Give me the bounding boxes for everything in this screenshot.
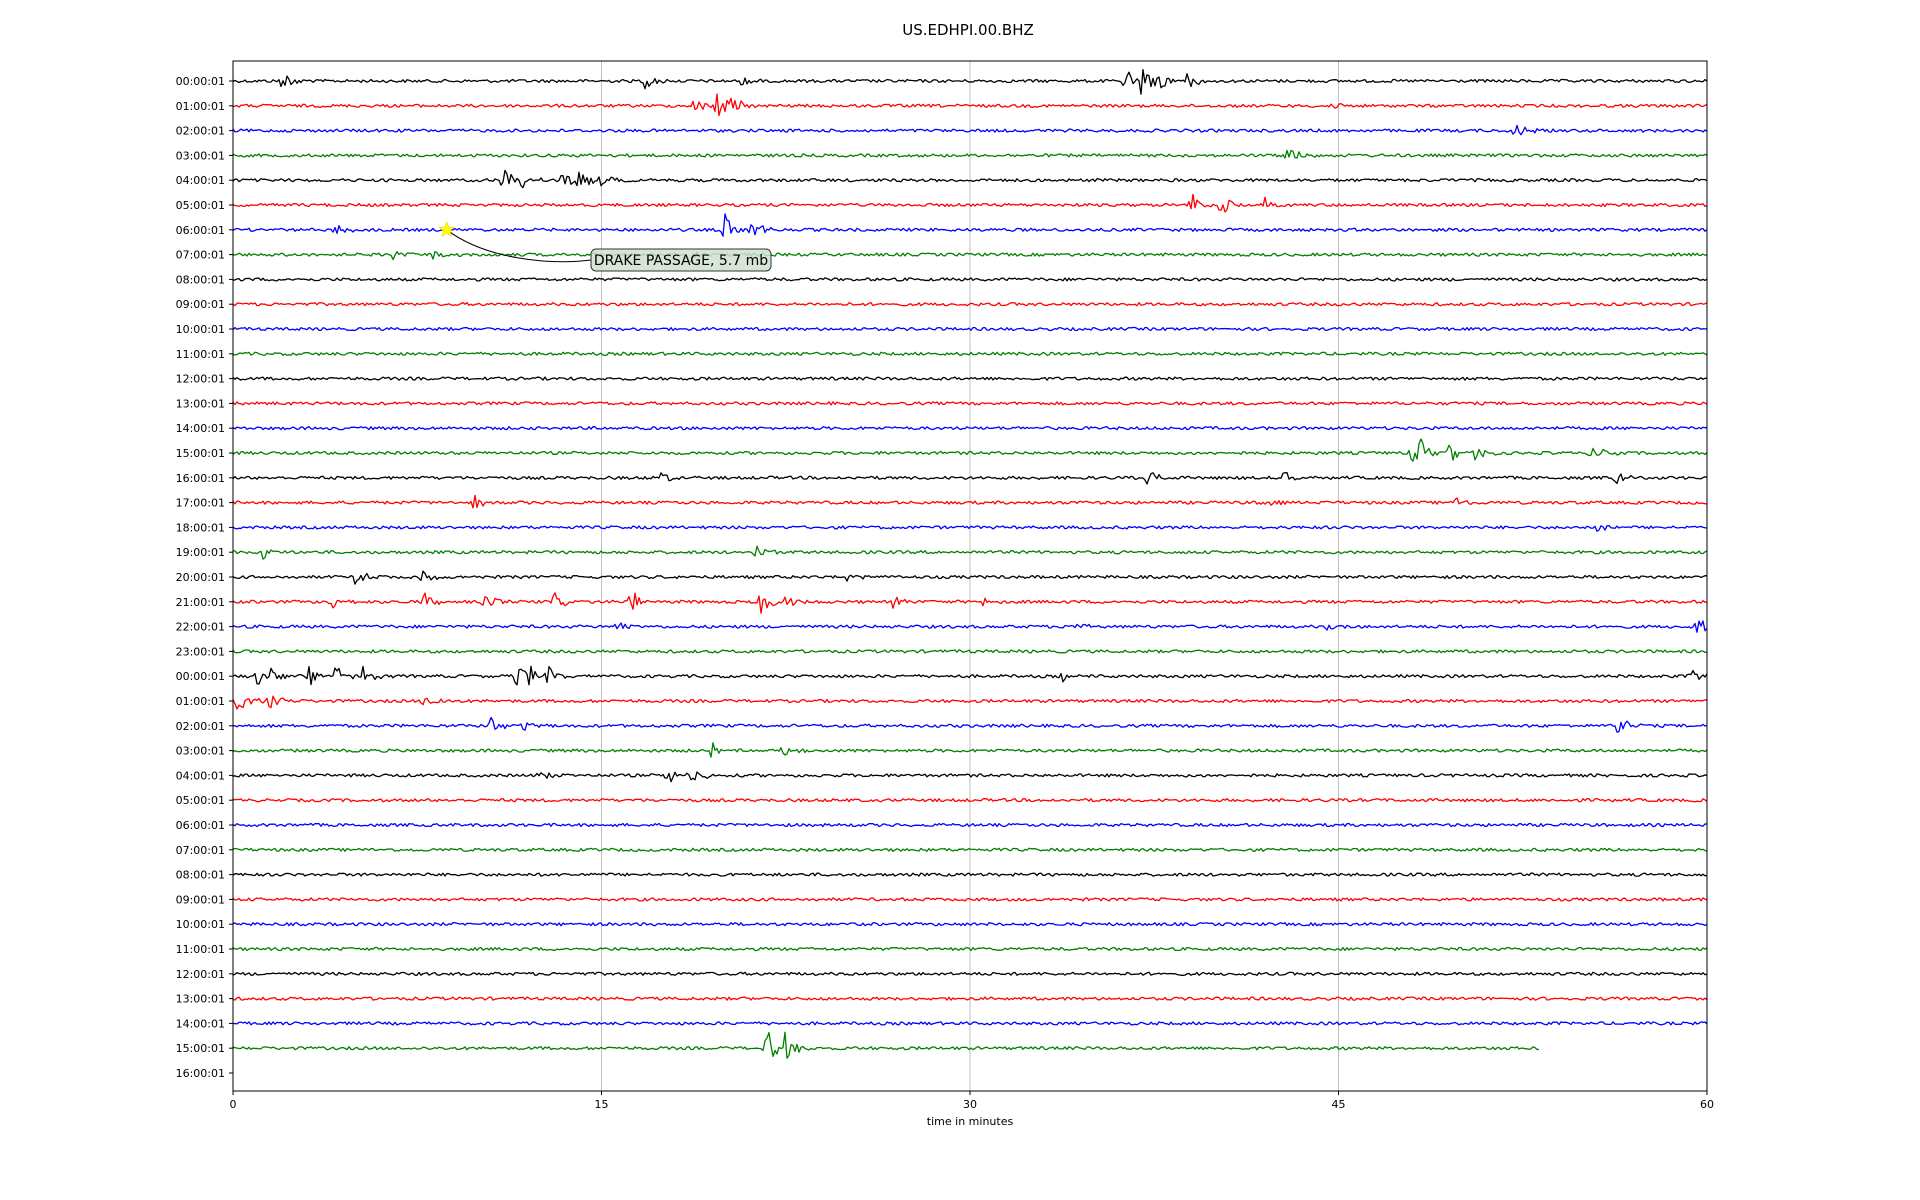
- event-star-marker: [438, 221, 455, 237]
- trace-row-31: [232, 847, 1708, 852]
- trace-row-8: [232, 277, 1708, 282]
- row-label: 13:00:01: [176, 993, 225, 1006]
- trace-row-37: [232, 996, 1708, 1001]
- row-label: 05:00:01: [176, 199, 225, 212]
- trace-row-3: [232, 149, 1708, 159]
- trace-row-14: [232, 426, 1708, 431]
- row-label: 03:00:01: [176, 149, 225, 162]
- trace-row-9: [232, 302, 1708, 307]
- row-label: 01:00:01: [176, 100, 225, 113]
- row-label: 14:00:01: [176, 1017, 225, 1030]
- row-label: 09:00:01: [176, 298, 225, 311]
- trace-row-33: [232, 897, 1708, 902]
- trace-row-39: [232, 1031, 1540, 1059]
- row-label: 08:00:01: [176, 869, 225, 882]
- row-label: 06:00:01: [176, 819, 225, 832]
- trace-row-36: [232, 971, 1708, 976]
- trace-row-21: [232, 592, 1708, 614]
- trace-row-28: [232, 771, 1708, 783]
- x-tick-label: 30: [963, 1098, 977, 1111]
- row-label: 23:00:01: [176, 645, 225, 658]
- trace-row-18: [232, 524, 1708, 532]
- row-label: 16:00:01: [176, 472, 225, 485]
- row-label: 12:00:01: [176, 968, 225, 981]
- row-label: 07:00:01: [176, 249, 225, 262]
- x-tick-label: 0: [230, 1098, 237, 1111]
- x-tick-label: 60: [1700, 1098, 1714, 1111]
- row-time-labels: 00:00:01 01:00:01 02:00:01 03:00:01 04:00:01…: [176, 75, 233, 1080]
- trace-row-26: [232, 716, 1708, 733]
- trace-row-13: [232, 401, 1708, 406]
- trace-row-1: [232, 93, 1708, 117]
- seismic-traces: [232, 69, 1708, 1059]
- x-axis-label: time in minutes: [927, 1115, 1014, 1128]
- row-label: 14:00:01: [176, 422, 225, 435]
- trace-row-29: [232, 798, 1708, 803]
- annotation-arrow: [446, 229, 592, 263]
- event-annotation: DRAKE PASSAGE, 5.7 mb: [438, 221, 772, 272]
- plot-frame: [232, 60, 1708, 1092]
- trace-row-22: [232, 620, 1708, 633]
- trace-row-15: [232, 438, 1708, 462]
- trace-row-17: [232, 494, 1708, 509]
- row-label: 15:00:01: [176, 1042, 225, 1055]
- trace-row-34: [232, 922, 1708, 927]
- row-label: 02:00:01: [176, 720, 225, 733]
- row-label: 02:00:01: [176, 125, 225, 138]
- row-label: 06:00:01: [176, 224, 225, 237]
- row-label: 10:00:01: [176, 918, 225, 931]
- annotation-label: DRAKE PASSAGE, 5.7 mb: [594, 253, 768, 269]
- row-label: 19:00:01: [176, 546, 225, 559]
- trace-row-23: [232, 649, 1708, 654]
- trace-row-12: [232, 376, 1707, 381]
- row-label: 00:00:01: [176, 670, 225, 683]
- row-label: 07:00:01: [176, 844, 225, 857]
- trace-row-30: [232, 822, 1708, 828]
- trace-row-11: [232, 351, 1708, 356]
- trace-row-7: [232, 250, 1708, 263]
- row-label: 15:00:01: [176, 447, 225, 460]
- row-label: 11:00:01: [176, 943, 225, 956]
- trace-row-27: [232, 742, 1708, 758]
- row-label: 10:00:01: [176, 323, 225, 336]
- row-label: 22:00:01: [176, 621, 225, 634]
- row-label: 12:00:01: [176, 373, 225, 386]
- trace-row-5: [232, 193, 1708, 213]
- row-label: 18:00:01: [176, 521, 225, 534]
- row-label: 00:00:01: [176, 75, 225, 88]
- x-tick-label: 45: [1332, 1098, 1346, 1111]
- row-label: 05:00:01: [176, 794, 225, 807]
- trace-row-32: [232, 872, 1708, 877]
- trace-row-6: [232, 213, 1708, 237]
- trace-row-0: [232, 69, 1708, 95]
- x-axis-ticks: 0 15 30 45 60: [230, 1091, 1714, 1111]
- row-label: 13:00:01: [176, 397, 225, 410]
- row-label: 03:00:01: [176, 745, 225, 758]
- row-label: 21:00:01: [176, 596, 225, 609]
- row-label: 16:00:01: [176, 1067, 225, 1080]
- row-label: 17:00:01: [176, 497, 225, 510]
- row-label: 04:00:01: [176, 769, 225, 782]
- trace-row-10: [232, 326, 1708, 332]
- trace-row-19: [232, 545, 1708, 560]
- trace-row-38: [232, 1021, 1708, 1026]
- trace-row-16: [232, 472, 1708, 485]
- trace-row-35: [232, 946, 1708, 952]
- chart-title: US.EDHPI.00.BHZ: [902, 21, 1034, 39]
- trace-row-2: [232, 124, 1708, 136]
- x-tick-label: 15: [595, 1098, 609, 1111]
- row-label: 08:00:01: [176, 273, 225, 286]
- row-label: 04:00:01: [176, 174, 225, 187]
- trace-row-20: [232, 570, 1708, 585]
- row-label: 09:00:01: [176, 893, 225, 906]
- row-label: 01:00:01: [176, 695, 225, 708]
- trace-row-25: [232, 695, 1708, 710]
- annotation-box: [590, 248, 772, 272]
- trace-row-24: [232, 665, 1708, 686]
- trace-row-4: [232, 169, 1708, 189]
- row-label: 11:00:01: [176, 348, 225, 361]
- row-label: 20:00:01: [176, 571, 225, 584]
